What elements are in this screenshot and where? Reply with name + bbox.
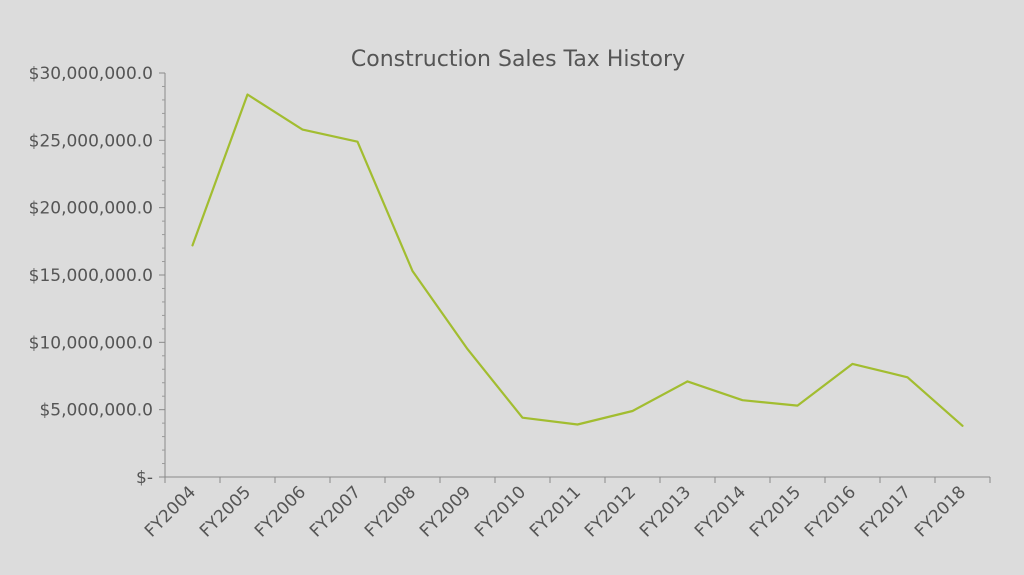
x-tick-label: FY2010 bbox=[471, 482, 530, 541]
x-tick-label: FY2005 bbox=[196, 482, 255, 541]
x-axis: FY2004FY2005FY2006FY2007FY2008FY2009FY20… bbox=[141, 476, 991, 541]
x-tick-label: FY2017 bbox=[856, 482, 915, 541]
chart-title: Construction Sales Tax History bbox=[351, 47, 685, 72]
y-tick-label: $10,000,000.0 bbox=[29, 333, 153, 353]
x-tick-label: FY2008 bbox=[361, 482, 420, 541]
x-tick-label: FY2011 bbox=[526, 482, 585, 541]
y-axis: $- $5,000,000.0 $10,000,000.0 $15,000,000.0… bbox=[29, 64, 166, 488]
x-tick-label: FY2018 bbox=[911, 482, 970, 541]
y-tick-label: $20,000,000.0 bbox=[29, 199, 153, 219]
y-tick-label: $5,000,000.0 bbox=[39, 401, 153, 421]
x-tick-label: FY2009 bbox=[416, 482, 475, 541]
y-tick-label: $15,000,000.0 bbox=[29, 266, 153, 286]
x-tick-label: FY2012 bbox=[581, 482, 640, 541]
x-tick-label: FY2007 bbox=[306, 482, 365, 541]
x-tick-label: FY2015 bbox=[746, 482, 805, 541]
y-tick-label: $30,000,000.0 bbox=[29, 64, 153, 84]
x-tick-label: FY2013 bbox=[636, 482, 695, 541]
x-tick-label: FY2014 bbox=[691, 482, 750, 541]
x-tick-label: FY2006 bbox=[251, 482, 310, 541]
y-tick-label: $- bbox=[136, 468, 153, 488]
x-tick-label: FY2004 bbox=[141, 482, 200, 541]
x-tick-label: FY2016 bbox=[801, 482, 860, 541]
series-layer bbox=[191, 93, 964, 427]
y-tick-label: $25,000,000.0 bbox=[29, 131, 153, 151]
series-line bbox=[191, 93, 964, 427]
